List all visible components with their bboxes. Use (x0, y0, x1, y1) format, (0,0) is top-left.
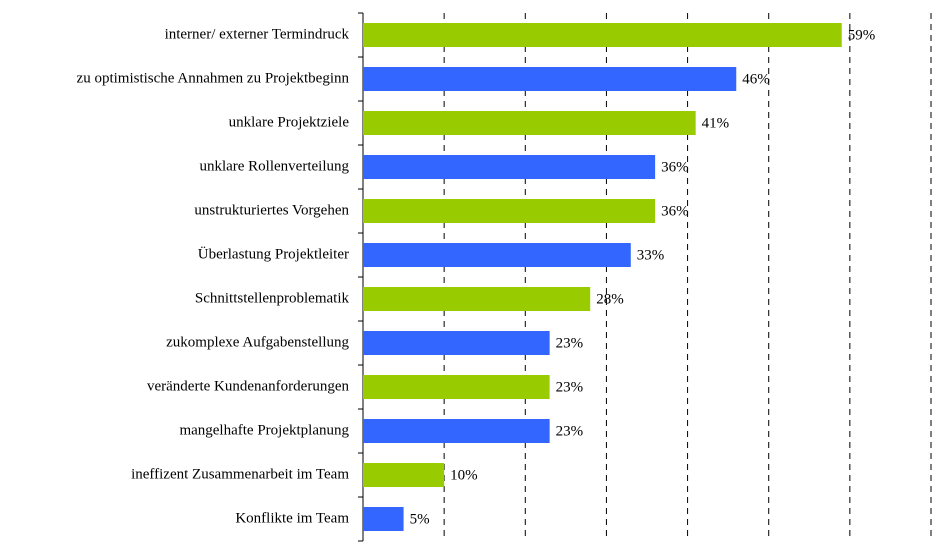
category-label: zu optimistische Annahmen zu Projektbegi… (77, 70, 350, 86)
value-label: 36% (661, 203, 689, 219)
bar (363, 67, 737, 91)
bar (363, 199, 656, 223)
category-label: interner/ externer Termindruck (165, 26, 350, 42)
value-label: 59% (848, 27, 876, 43)
bar (363, 155, 656, 179)
bar (363, 463, 445, 487)
bar (363, 243, 631, 267)
bar (363, 287, 591, 311)
category-label: unklare Projektziele (229, 114, 350, 130)
category-label: mangelhafte Projektplanung (179, 422, 349, 438)
value-label: 33% (637, 247, 665, 263)
category-label: Überlastung Projektleiter (198, 245, 349, 262)
bar (363, 331, 550, 355)
value-label: 23% (556, 423, 584, 439)
bar (363, 23, 842, 47)
bar (363, 507, 404, 531)
bar (363, 111, 696, 135)
category-label: Konflikte im Team (235, 510, 349, 526)
value-label: 36% (661, 159, 689, 175)
value-label: 23% (556, 379, 584, 395)
value-label: 28% (596, 291, 624, 307)
value-label: 10% (450, 467, 478, 483)
value-label: 5% (410, 511, 430, 527)
category-label: veränderte Kundenanforderungen (147, 378, 349, 394)
bar (363, 419, 550, 443)
bar (363, 375, 550, 399)
category-label: ineffizent Zusammenarbeit im Team (131, 466, 349, 482)
category-label: zukomplexe Aufgabenstellung (166, 334, 349, 350)
value-label: 23% (556, 335, 584, 351)
value-label: 46% (742, 71, 770, 87)
category-label: Schnittstellenproblematik (195, 290, 350, 306)
value-label: 41% (702, 115, 730, 131)
category-label: unstrukturiertes Vorgehen (194, 202, 349, 218)
category-label: unklare Rollenverteilung (199, 158, 349, 174)
